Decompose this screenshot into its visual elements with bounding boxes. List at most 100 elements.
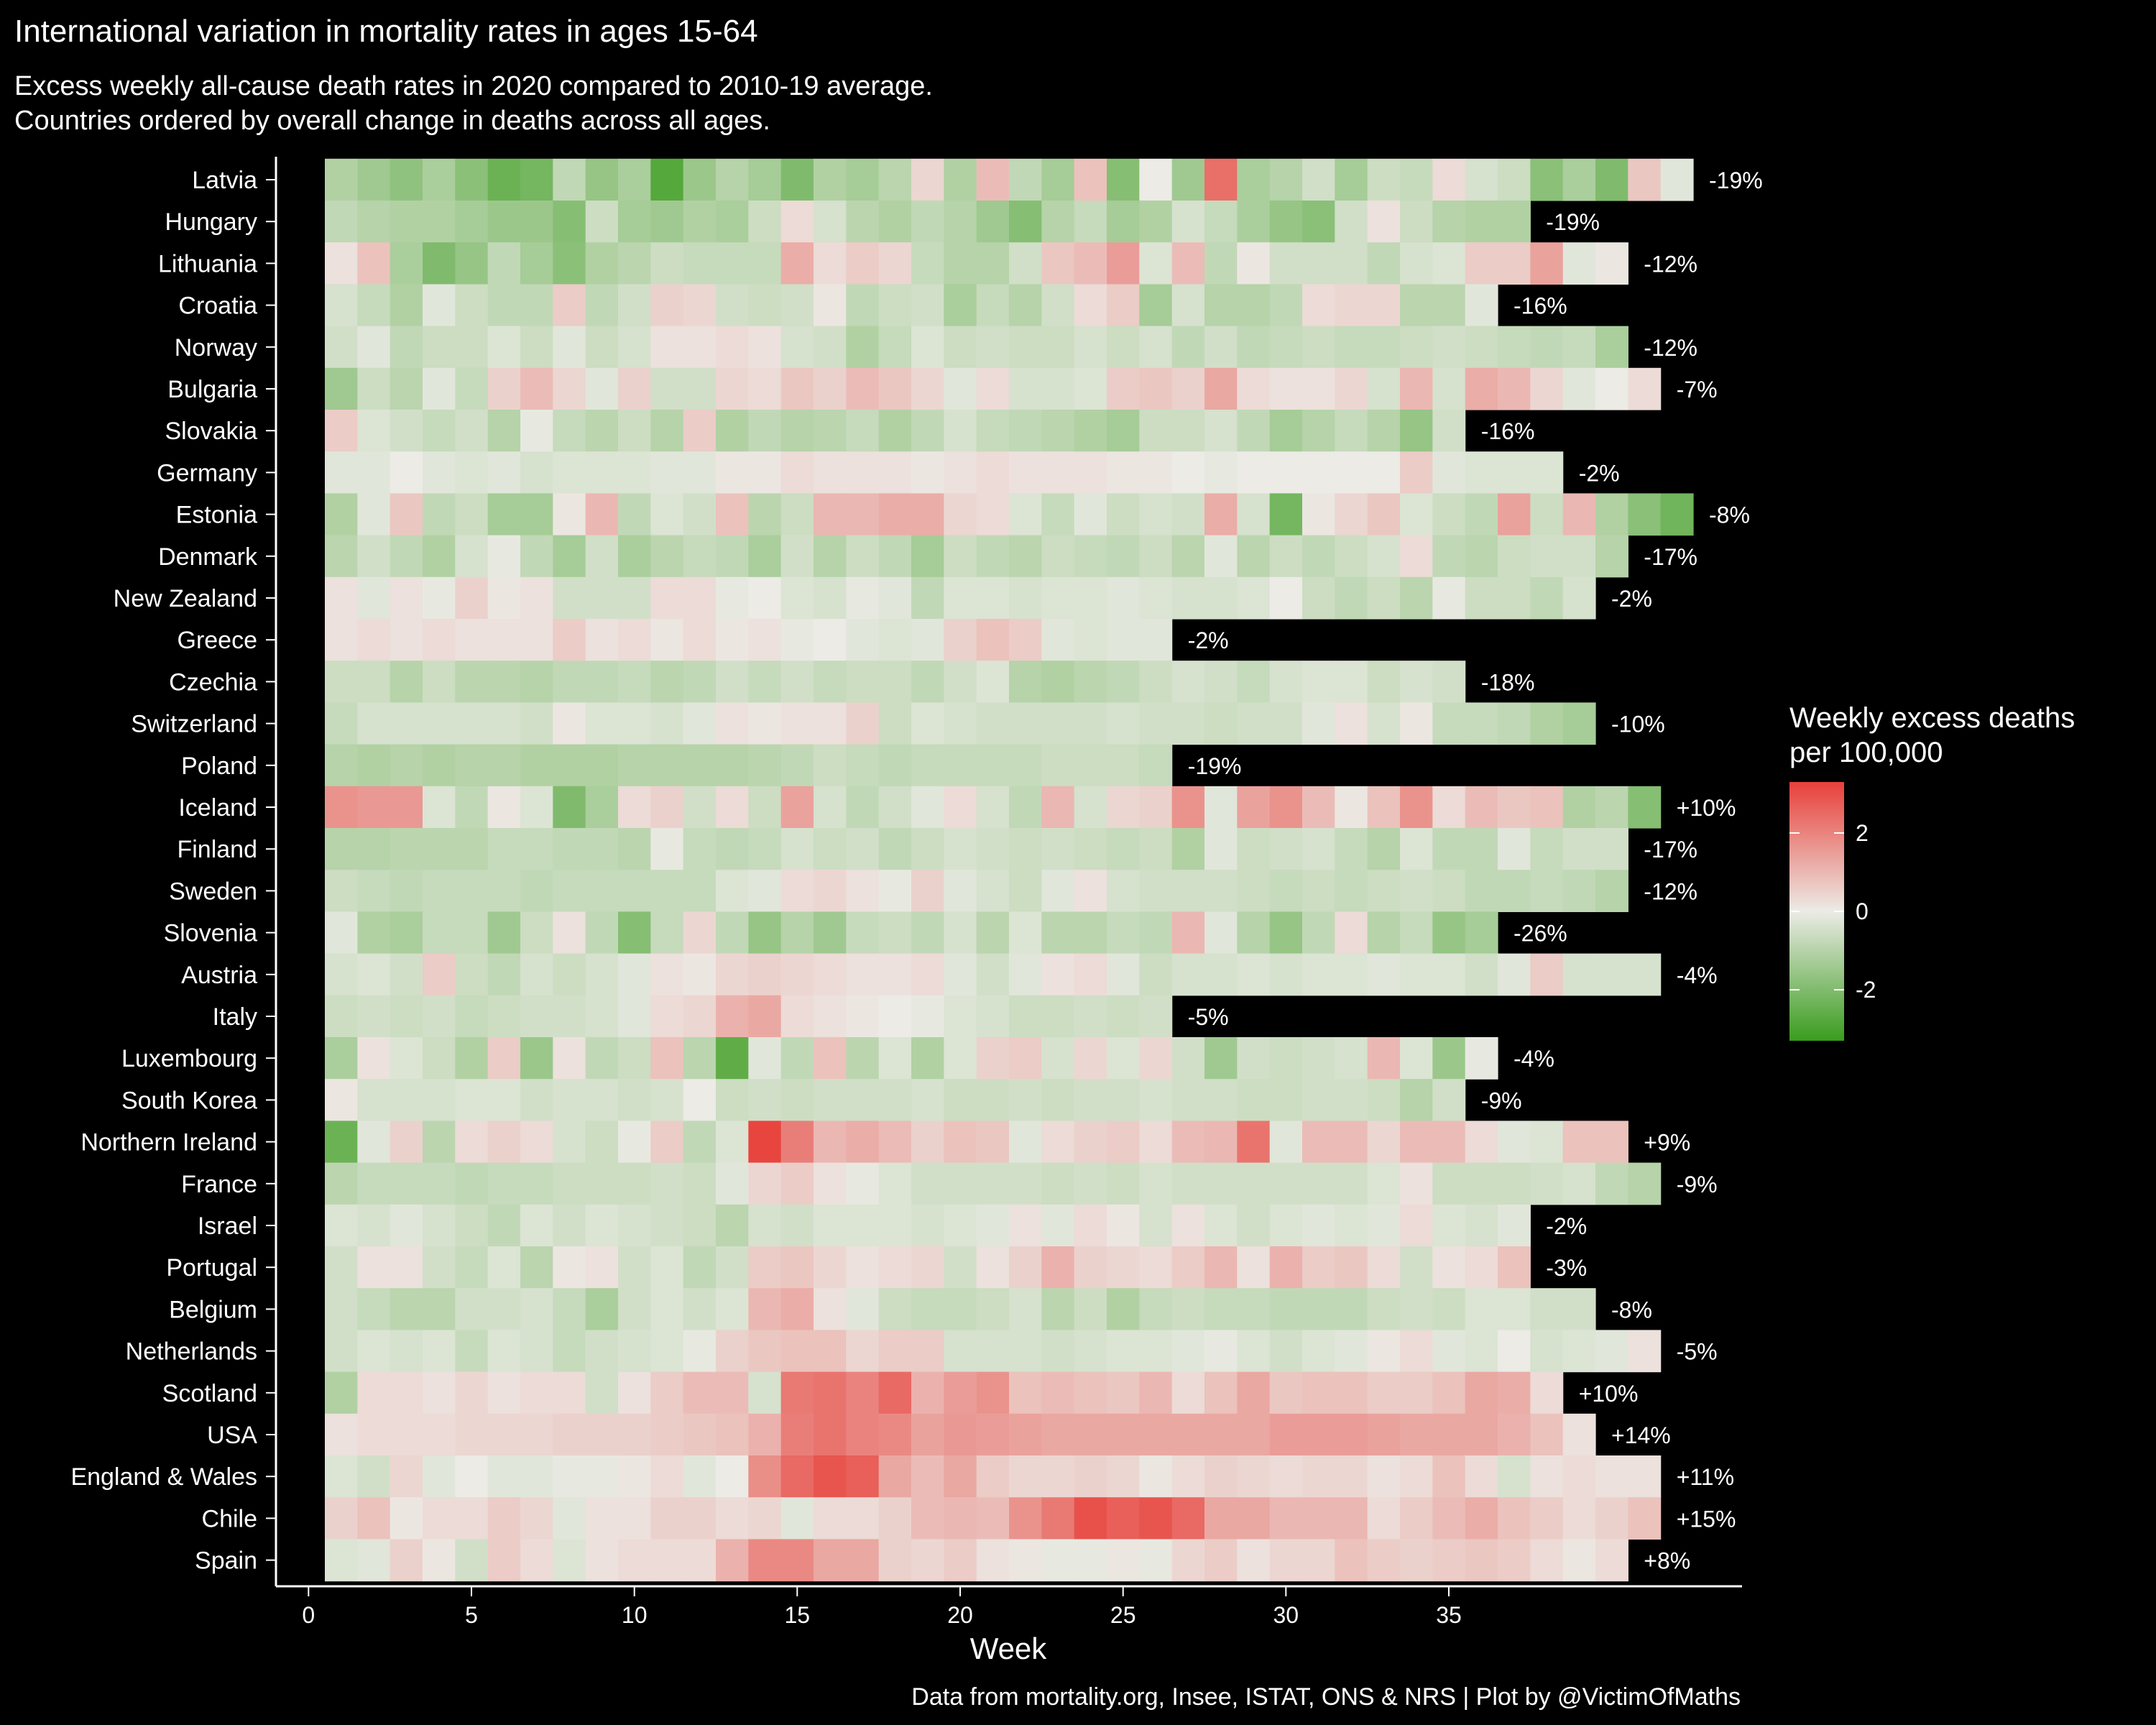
heatmap-cell	[520, 1246, 553, 1289]
heatmap-cell	[1302, 661, 1335, 703]
heatmap-cell	[976, 702, 1010, 745]
heatmap-cell	[357, 953, 391, 996]
heatmap-cell	[814, 870, 847, 912]
heatmap-cell	[1367, 1204, 1401, 1247]
heatmap-cell	[650, 284, 684, 327]
heatmap-cell	[585, 1539, 619, 1582]
heatmap-cell	[325, 870, 358, 912]
heatmap-cell	[716, 995, 749, 1038]
heatmap-cell	[780, 367, 814, 410]
heatmap-cell	[878, 535, 912, 578]
heatmap-cell	[1074, 326, 1107, 369]
heatmap-cell	[846, 1079, 880, 1121]
heatmap-cell	[650, 619, 684, 661]
heatmap-cell	[1498, 1204, 1531, 1247]
heatmap-cell	[1367, 1497, 1401, 1540]
heatmap-cell	[325, 1246, 358, 1289]
heatmap-cell	[1432, 1079, 1466, 1121]
heatmap-cell	[1432, 786, 1466, 829]
heatmap-cell	[487, 828, 521, 870]
heatmap-cell	[585, 158, 619, 201]
heatmap-cell	[944, 201, 977, 243]
heatmap-cell	[976, 1121, 1010, 1164]
heatmap-cell	[553, 870, 586, 912]
heatmap-cell	[520, 953, 553, 996]
heatmap-cell	[1465, 702, 1498, 745]
heatmap-cell	[390, 201, 423, 243]
heatmap-cell	[1400, 1037, 1433, 1080]
heatmap-cell	[553, 1455, 586, 1498]
heatmap-cell	[944, 326, 977, 369]
heatmap-cell	[1367, 1037, 1401, 1080]
heatmap-cell	[1107, 1204, 1140, 1247]
heatmap-cell	[716, 326, 749, 369]
heatmap-cell	[683, 242, 717, 285]
heatmap-cell	[650, 1162, 684, 1205]
heatmap-cell	[1530, 1121, 1564, 1164]
chart-subtitle-line-2: Countries ordered by overall change in d…	[14, 106, 770, 136]
heatmap-cell	[423, 201, 456, 243]
heatmap-cell	[650, 451, 684, 494]
heatmap-cell	[1530, 493, 1564, 536]
heatmap-cell	[618, 410, 651, 452]
heatmap-cell	[944, 744, 977, 787]
heatmap-cell	[618, 911, 651, 954]
heatmap-cell	[520, 1539, 553, 1582]
heatmap-cell	[878, 1497, 912, 1540]
country-label: Finland	[177, 836, 257, 863]
heatmap-cell	[1465, 786, 1498, 829]
heatmap-cell	[1171, 911, 1205, 954]
heatmap-cell	[1107, 493, 1140, 536]
heatmap-cell	[357, 870, 391, 912]
heatmap-cell	[390, 410, 423, 452]
heatmap-cell	[1237, 911, 1271, 954]
heatmap-cell	[423, 702, 456, 745]
heatmap-cell	[976, 242, 1010, 285]
country-label: Switzerland	[131, 711, 257, 738]
heatmap-cell	[944, 661, 977, 703]
heatmap-cell	[683, 1330, 717, 1373]
heatmap-cell	[814, 953, 847, 996]
heatmap-cell	[944, 242, 977, 285]
heatmap-cell	[1530, 1371, 1564, 1414]
heatmap-cell	[1432, 1455, 1466, 1498]
color-legend: Weekly excess deaths per 100,000 2 0 -2	[1789, 702, 2075, 1041]
heatmap-cell	[1204, 786, 1238, 829]
heatmap-cell	[553, 1497, 586, 1540]
heatmap-cell	[1009, 1413, 1042, 1456]
heatmap-cell	[487, 1121, 521, 1164]
heatmap-cell	[1074, 1455, 1107, 1498]
heatmap-cell	[650, 576, 684, 620]
heatmap-cell	[1009, 1371, 1042, 1414]
heatmap-cell	[1530, 1497, 1564, 1540]
heatmap-cell	[1009, 158, 1042, 201]
heatmap-cell	[325, 1204, 358, 1247]
heatmap-cell	[1009, 1330, 1042, 1373]
heatmap-cell	[814, 661, 847, 703]
heatmap-cell	[944, 1079, 977, 1121]
heatmap-cell	[585, 870, 619, 912]
heatmap-cell	[1009, 1497, 1042, 1540]
heatmap-cell	[1335, 1288, 1368, 1330]
heatmap-cell	[878, 1121, 912, 1164]
heatmap-cell	[618, 535, 651, 578]
heatmap-cell	[878, 158, 912, 201]
heatmap-cell	[1171, 1413, 1205, 1456]
heatmap-cell	[780, 576, 814, 620]
heatmap-cell	[878, 1204, 912, 1247]
heatmap-cell	[357, 576, 391, 620]
heatmap-cell	[520, 367, 553, 410]
heatmap-cell	[976, 1246, 1010, 1289]
heatmap-cell	[1237, 870, 1271, 912]
heatmap-cell	[455, 1037, 489, 1080]
heatmap-cell	[455, 242, 489, 285]
heatmap-cell	[911, 201, 944, 243]
heatmap-cell	[1498, 1330, 1531, 1373]
heatmap-cell	[1498, 828, 1531, 870]
heatmap-cell	[944, 911, 977, 954]
x-tick-label: 20	[947, 1602, 973, 1628]
country-label: Latvia	[192, 167, 257, 194]
heatmap-cell	[520, 661, 553, 703]
heatmap-cell	[650, 1413, 684, 1456]
heatmap-cell	[585, 1037, 619, 1080]
